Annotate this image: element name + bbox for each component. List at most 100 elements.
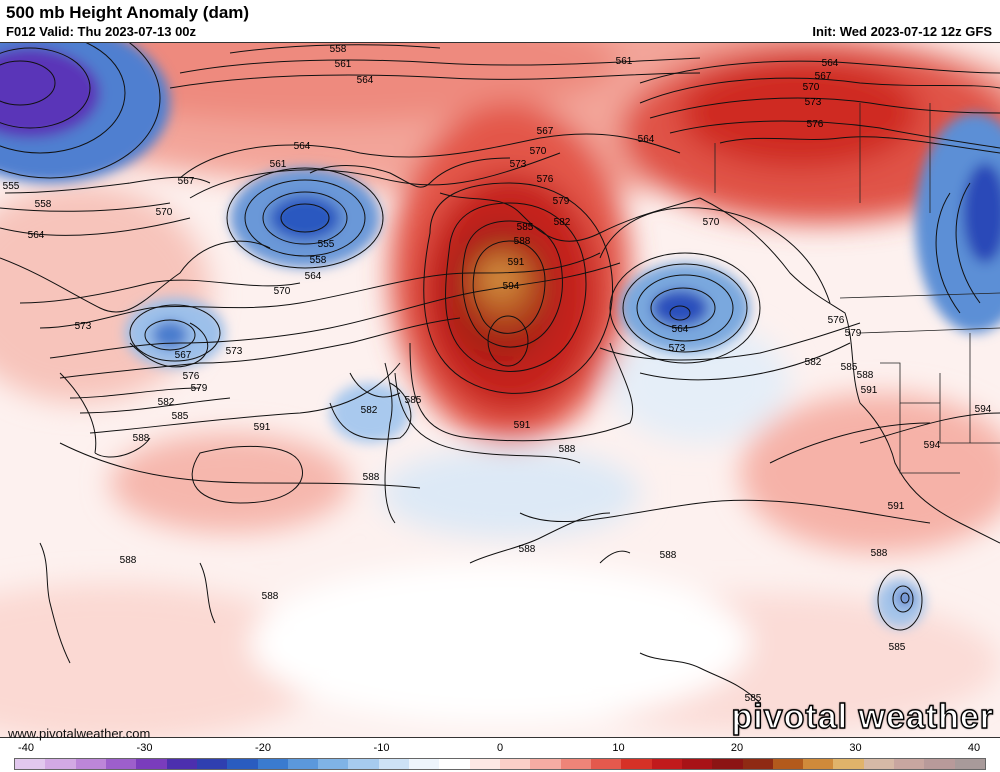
colorbar-tick-label: -30 [136, 742, 153, 754]
colorbar-swatch [742, 759, 773, 769]
colorbar-swatch [196, 759, 228, 769]
contour-label: 561 [270, 159, 287, 170]
coastlines [0, 136, 1000, 704]
contour-labels: 558 561 564 561 564 567 570 573 576 567 … [3, 44, 992, 704]
colorbar-tick-label: -10 [373, 742, 390, 754]
contour-label: 576 [183, 371, 200, 382]
contour-label: 573 [669, 343, 686, 354]
map-title: 500 mb Height Anomaly (dam) [6, 3, 250, 22]
contour-label: 588 [514, 236, 531, 247]
contour-label: 558 [310, 255, 327, 266]
colorbar-swatch [500, 759, 531, 769]
colorbar-swatch [378, 759, 410, 769]
contour-label: 588 [262, 591, 279, 602]
contour-label: 585 [841, 362, 858, 373]
contour-label: 564 [672, 324, 689, 335]
contour-label: 579 [553, 196, 570, 207]
colorbar-tick-label: 0 [496, 742, 504, 754]
header: 500 mb Height Anomaly (dam) F012 Valid: … [0, 0, 1000, 42]
contour-label: 579 [845, 328, 862, 339]
contour-label: 585 [517, 222, 534, 233]
contour-label: 573 [75, 321, 92, 332]
contour-label: 588 [363, 472, 380, 483]
contour-label: 576 [828, 315, 845, 326]
contour-label: 594 [975, 404, 992, 415]
contour-label: 582 [805, 357, 822, 368]
contour-label: 588 [559, 444, 576, 455]
colorbar-swatch [469, 759, 500, 769]
contour-label: 591 [861, 385, 878, 396]
colorbar-tick-label: -40 [18, 742, 34, 754]
contour-label: 573 [805, 97, 822, 108]
colorbar-tick-label: 30 [849, 742, 862, 754]
contour-label: 570 [803, 82, 820, 93]
contour-label: 573 [510, 159, 527, 170]
contour-label: 564 [294, 141, 311, 152]
colorbar-swatch [287, 759, 319, 769]
contour-label: 585 [745, 693, 762, 704]
contour-label: 582 [158, 397, 175, 408]
contour-label: 591 [514, 420, 531, 431]
colorbar-swatch [439, 759, 470, 769]
contour-label: 582 [554, 217, 571, 228]
colorbar-swatch [15, 759, 46, 769]
contour-label: 570 [703, 217, 720, 228]
contour-label: 564 [822, 58, 839, 69]
colorbar-swatch [166, 759, 197, 769]
contour-label: 585 [889, 642, 906, 653]
colorbar-swatch [651, 759, 682, 769]
colorbar-swatch [227, 759, 258, 769]
colorbar-swatch [590, 759, 622, 769]
contour-label: 567 [537, 126, 554, 137]
contour-label: 567 [175, 350, 192, 361]
height-contours [0, 43, 1000, 631]
colorbar-swatch [954, 759, 985, 769]
valid-time: F012 Valid: Thu 2023-07-13 00z [6, 24, 197, 39]
contour-label: 585 [405, 395, 422, 406]
colorbar-swatch [75, 759, 106, 769]
colorbar-tick-label: -20 [255, 742, 271, 754]
contour-label: 570 [530, 146, 547, 157]
contour-label: 564 [28, 230, 45, 241]
colorbar-tick-label: 20 [730, 742, 744, 754]
colorbar-swatch [348, 759, 379, 769]
contour-label: 588 [133, 433, 150, 444]
website-url[interactable]: www.pivotalweather.com [8, 726, 151, 741]
contour-label: 585 [172, 411, 189, 422]
contour-label: 591 [508, 257, 525, 268]
contour-label: 561 [616, 56, 633, 67]
colorbar-swatch [136, 759, 167, 769]
colorbar-swatch [409, 759, 440, 769]
contour-label: 576 [807, 119, 824, 130]
contour-label: 564 [638, 134, 655, 145]
contour-label: 591 [888, 501, 905, 512]
anomaly-shading [0, 43, 1000, 737]
colorbar-swatch [772, 759, 804, 769]
colorbar-tick-label: 40 [967, 742, 981, 754]
colorbar [14, 758, 986, 770]
contour-label: 567 [178, 176, 195, 187]
colorbar-swatch [318, 759, 349, 769]
colorbar-swatch [45, 759, 76, 769]
pivotal-weather-logo: pivotal weather [731, 697, 994, 736]
contour-label: 558 [330, 44, 347, 55]
colorbar-ticks: -40 -30 -20 -10 0 10 20 30 40 [0, 742, 1000, 758]
contour-label: 579 [191, 383, 208, 394]
init-time: Init: Wed 2023-07-12 12z GFS [812, 24, 992, 39]
contour-label: 588 [871, 548, 888, 559]
contour-label: 555 [318, 239, 335, 250]
contour-label: 588 [660, 550, 677, 561]
colorbar-swatch [560, 759, 591, 769]
anomaly-map[interactable]: 558 561 564 561 564 567 570 573 576 567 … [0, 42, 1000, 738]
colorbar-swatch [894, 759, 925, 769]
contour-label: 570 [156, 207, 173, 218]
colorbar-swatch [712, 759, 743, 769]
contour-label: 594 [503, 281, 520, 292]
colorbar-tick-label: 10 [612, 742, 625, 754]
contour-label: 588 [519, 544, 536, 555]
contour-label: 588 [857, 370, 874, 381]
contour-label: 561 [335, 59, 352, 70]
colorbar-swatch [257, 759, 288, 769]
colorbar-swatch [924, 759, 955, 769]
colorbar-swatch [833, 759, 864, 769]
